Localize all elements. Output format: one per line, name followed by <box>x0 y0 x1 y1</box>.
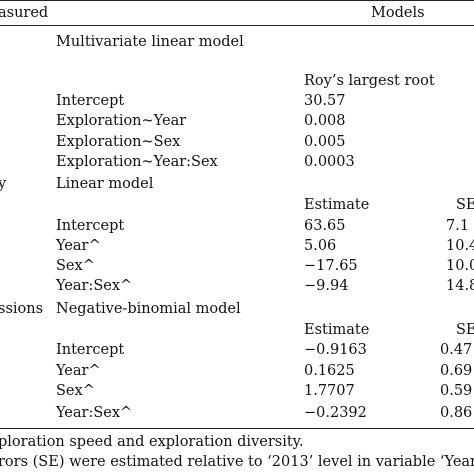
nb-estimate: −0.2392 <box>304 405 367 421</box>
mlm-term: Exploration~Year <box>56 113 187 129</box>
lm-se: 14.8 <box>446 278 474 294</box>
footnote: ploration speed and exploration diversit… <box>0 434 304 450</box>
lm-se: 7.1 <box>446 218 470 234</box>
nb-estimate: −0.9163 <box>304 342 367 358</box>
nb-term: Intercept <box>56 342 125 358</box>
mlm-value: 0.005 <box>304 134 346 150</box>
lm-title: Linear model <box>56 176 154 192</box>
mlm-value: 0.008 <box>304 113 346 129</box>
mlm-term: Exploration~Year:Sex <box>56 154 218 170</box>
nb-term: Sex^ <box>56 383 95 399</box>
lm-estimate: −9.94 <box>304 278 349 294</box>
nb-se: 0.47 <box>440 342 473 358</box>
lm-term: Sex^ <box>56 258 95 274</box>
nb-estimate: 0.1625 <box>304 363 355 379</box>
nb-estimate: 1.7707 <box>304 383 355 399</box>
table-bottom-rule <box>0 428 474 429</box>
nb-term: Year^ <box>56 363 101 379</box>
mlm-term: Exploration~Sex <box>56 134 181 150</box>
mlm-title: Multivariate linear model <box>56 34 244 50</box>
nb-se: 0.69 <box>440 363 473 379</box>
header-rule <box>0 25 474 26</box>
lm-term: Year:Sex^ <box>56 278 133 294</box>
lm-se-header: SE <box>456 197 474 213</box>
nb-se: 0.59 <box>440 383 473 399</box>
lm-estimate: 5.06 <box>304 238 337 254</box>
mlm-stat-header: Roy’s largest root <box>304 73 435 89</box>
footnote: rors (SE) were estimated relative to ‘20… <box>0 454 474 470</box>
header-models: Models <box>371 5 425 21</box>
lm-estimate: −17.65 <box>304 258 358 274</box>
nb-term: Year:Sex^ <box>56 405 133 421</box>
lm-estimate: 63.65 <box>304 218 346 234</box>
lm-se: 10.0 <box>446 258 474 274</box>
header-measured: asured <box>0 5 49 21</box>
lm-se: 10.4 <box>446 238 474 254</box>
nb-title: Negative-binomial model <box>56 301 241 317</box>
nb-se: 0.86 <box>440 405 473 421</box>
lm-term: Year^ <box>56 238 101 254</box>
nb-se-header: SE <box>456 322 474 338</box>
lm-estimate-header: Estimate <box>304 197 370 213</box>
lm-term: Intercept <box>56 218 125 234</box>
lm-measure-fragment: y <box>0 176 7 192</box>
mlm-value: 0.0003 <box>304 154 355 170</box>
table-top-rule <box>0 0 474 1</box>
nb-measure-fragment: ssions <box>0 301 44 317</box>
mlm-term: Intercept <box>56 93 125 109</box>
mlm-value: 30.57 <box>304 93 346 109</box>
nb-estimate-header: Estimate <box>304 322 370 338</box>
